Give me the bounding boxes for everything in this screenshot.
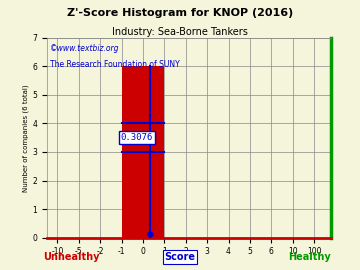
Text: ©www.textbiz.org: ©www.textbiz.org (50, 44, 119, 53)
Y-axis label: Number of companies (6 total): Number of companies (6 total) (23, 84, 30, 191)
Text: Z'-Score Histogram for KNOP (2016): Z'-Score Histogram for KNOP (2016) (67, 8, 293, 18)
Text: Score: Score (165, 252, 195, 262)
Text: Healthy: Healthy (288, 252, 331, 262)
Text: The Research Foundation of SUNY: The Research Foundation of SUNY (50, 60, 179, 69)
Bar (122, 66, 165, 238)
Text: 0.3076: 0.3076 (121, 133, 153, 142)
Text: Industry: Sea-Borne Tankers: Industry: Sea-Borne Tankers (112, 27, 248, 37)
Text: Unhealthy: Unhealthy (43, 252, 100, 262)
